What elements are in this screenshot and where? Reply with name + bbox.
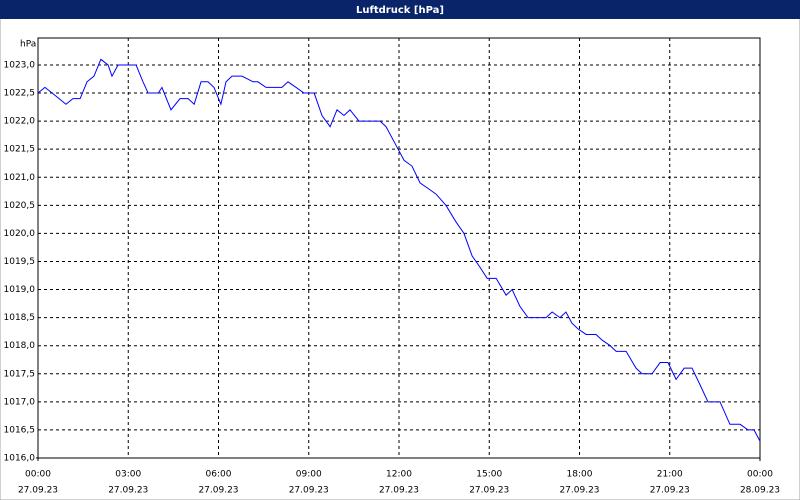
x-tick-label: 18:00 [567, 470, 593, 480]
y-tick-label: 1020,0 [4, 229, 36, 239]
x-tick-date: 27.09.23 [379, 486, 419, 496]
x-tick-date: 27.09.23 [559, 486, 599, 496]
y-tick-label: 1023,0 [4, 60, 36, 70]
y-axis-label: hPa [20, 40, 36, 50]
y-tick-label: 1021,0 [4, 173, 36, 183]
x-tick-date: 27.09.23 [289, 486, 329, 496]
y-tick-label: 1019,0 [4, 285, 36, 295]
chart-title: Luftdruck [hPa] [356, 5, 444, 16]
x-tick-date: 27.09.23 [198, 486, 238, 496]
x-tick-label: 06:00 [206, 470, 232, 480]
x-tick-date: 28.09.23 [740, 486, 780, 496]
x-tick-label: 15:00 [476, 470, 502, 480]
y-tick-label: 1017,0 [4, 397, 36, 407]
title-bar [0, 0, 800, 19]
x-tick-label: 00:00 [25, 470, 51, 480]
y-tick-label: 1022,0 [4, 117, 36, 127]
x-tick-label: 09:00 [296, 470, 322, 480]
x-tick-label: 12:00 [386, 470, 412, 480]
x-tick-label: 00:00 [747, 470, 773, 480]
x-tick-label: 21:00 [657, 470, 683, 480]
y-tick-label: 1022,5 [4, 89, 36, 99]
x-tick-date: 27.09.23 [650, 486, 690, 496]
x-tick-date: 27.09.23 [108, 486, 148, 496]
y-tick-label: 1019,5 [4, 257, 36, 267]
y-tick-label: 1021,5 [4, 145, 36, 155]
x-tick-label: 03:00 [115, 470, 141, 480]
y-tick-label: 1017,5 [4, 369, 36, 379]
x-tick-date: 27.09.23 [18, 486, 58, 496]
y-tick-label: 1018,5 [4, 313, 36, 323]
y-tick-label: 1018,0 [4, 341, 36, 351]
y-tick-label: 1020,5 [4, 201, 36, 211]
y-tick-label: 1016,5 [4, 425, 36, 435]
x-tick-date: 27.09.23 [469, 486, 509, 496]
y-tick-label: 1016,0 [4, 454, 36, 464]
line-series [37, 58, 761, 442]
